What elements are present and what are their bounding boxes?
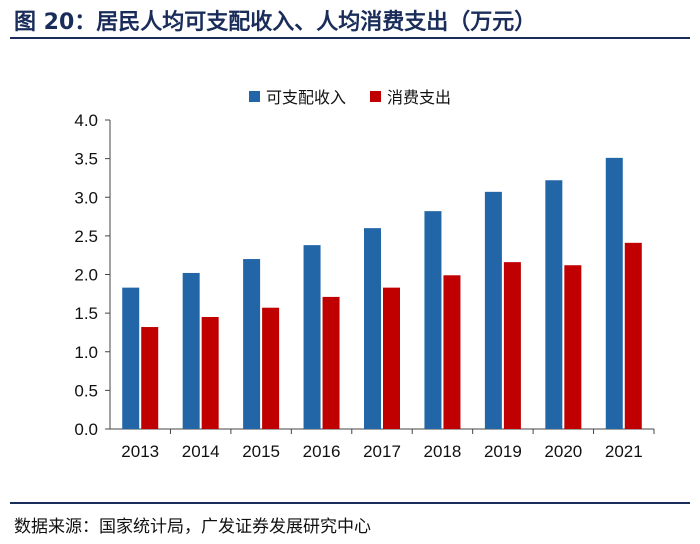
bar-spending — [383, 287, 400, 429]
bar-spending — [201, 316, 219, 429]
source-rule — [10, 502, 690, 504]
legend-swatch-income — [248, 90, 260, 102]
y-tick-label: 0.5 — [74, 381, 98, 400]
bar-spending — [443, 275, 461, 429]
y-tick-label: 1.5 — [74, 304, 98, 323]
bar-spending — [503, 262, 521, 429]
y-tick-label: 3.5 — [74, 150, 98, 169]
bar-income — [484, 191, 502, 429]
x-tick-label: 2018 — [424, 442, 462, 461]
bar-income — [424, 211, 442, 429]
y-tick-label: 1.0 — [74, 343, 98, 362]
source-note: 数据来源：国家统计局，广发证券发展研究中心 — [14, 517, 371, 537]
bar-spending — [141, 327, 159, 429]
legend-item-spending: 消费支出 — [370, 84, 451, 108]
bar-income — [122, 287, 140, 429]
y-tick-label: 2.5 — [74, 227, 98, 246]
figure-title: 图 20：居民人均可支配收入、人均消费支出（万元） — [14, 10, 537, 35]
chart-legend: 可支配收入 消费支出 — [0, 84, 700, 108]
x-tick-label: 2020 — [544, 442, 582, 461]
bar-spending — [624, 242, 642, 429]
legend-label-income: 可支配收入 — [265, 88, 346, 107]
x-tick-label: 2021 — [605, 442, 643, 461]
x-tick-label: 2017 — [363, 442, 401, 461]
bar-spending — [262, 307, 280, 429]
bar-income — [303, 245, 321, 429]
bar-spending — [564, 265, 582, 429]
x-tick-label: 2013 — [121, 442, 159, 461]
x-tick-label: 2016 — [303, 442, 341, 461]
x-tick-label: 2019 — [484, 442, 522, 461]
legend-item-income: 可支配收入 — [248, 84, 346, 108]
x-tick-label: 2015 — [242, 442, 280, 461]
bar-income — [182, 272, 200, 429]
x-tick-label: 2014 — [182, 442, 220, 461]
y-tick-label: 4.0 — [74, 111, 98, 130]
legend-swatch-spending — [370, 90, 381, 102]
bar-income — [545, 180, 563, 429]
bar-income — [243, 259, 261, 429]
legend-label-spending: 消费支出 — [387, 88, 452, 107]
bar-spending — [322, 296, 340, 429]
bar-income — [364, 228, 381, 429]
y-tick-label: 3.0 — [74, 188, 98, 207]
bar-income — [605, 157, 623, 430]
y-tick-label: 0.0 — [74, 420, 98, 439]
title-rule — [10, 37, 690, 39]
y-tick-label: 2.0 — [74, 266, 98, 285]
